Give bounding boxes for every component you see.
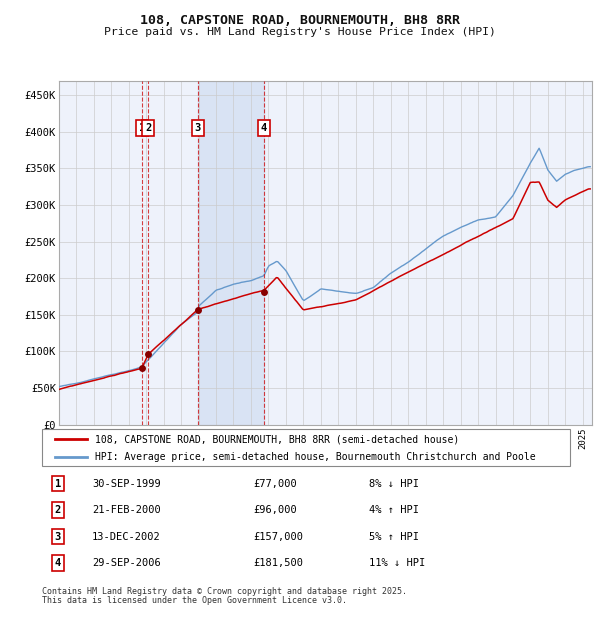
Text: £96,000: £96,000: [253, 505, 297, 515]
FancyBboxPatch shape: [42, 429, 570, 466]
Text: HPI: Average price, semi-detached house, Bournemouth Christchurch and Poole: HPI: Average price, semi-detached house,…: [95, 452, 535, 462]
Text: £181,500: £181,500: [253, 558, 303, 568]
Text: 108, CAPSTONE ROAD, BOURNEMOUTH, BH8 8RR: 108, CAPSTONE ROAD, BOURNEMOUTH, BH8 8RR: [140, 14, 460, 27]
Text: 3: 3: [55, 531, 61, 541]
Text: 29-SEP-2006: 29-SEP-2006: [92, 558, 161, 568]
Text: 1: 1: [55, 479, 61, 489]
Text: 30-SEP-1999: 30-SEP-1999: [92, 479, 161, 489]
Text: Contains HM Land Registry data © Crown copyright and database right 2025.: Contains HM Land Registry data © Crown c…: [42, 587, 407, 596]
Text: 13-DEC-2002: 13-DEC-2002: [92, 531, 161, 541]
Text: 3: 3: [194, 123, 201, 133]
Bar: [197, 81, 264, 425]
Text: 4: 4: [261, 123, 267, 133]
Text: 21-FEB-2000: 21-FEB-2000: [92, 505, 161, 515]
Text: 1: 1: [139, 123, 145, 133]
Text: £157,000: £157,000: [253, 531, 303, 541]
Text: 4% ↑ HPI: 4% ↑ HPI: [370, 505, 419, 515]
Text: £77,000: £77,000: [253, 479, 297, 489]
Text: 108, CAPSTONE ROAD, BOURNEMOUTH, BH8 8RR (semi-detached house): 108, CAPSTONE ROAD, BOURNEMOUTH, BH8 8RR…: [95, 435, 459, 445]
Text: 5% ↑ HPI: 5% ↑ HPI: [370, 531, 419, 541]
Text: This data is licensed under the Open Government Licence v3.0.: This data is licensed under the Open Gov…: [42, 596, 347, 606]
Text: 11% ↓ HPI: 11% ↓ HPI: [370, 558, 425, 568]
Text: 2: 2: [55, 505, 61, 515]
Text: Price paid vs. HM Land Registry's House Price Index (HPI): Price paid vs. HM Land Registry's House …: [104, 27, 496, 37]
Text: 8% ↓ HPI: 8% ↓ HPI: [370, 479, 419, 489]
Text: 2: 2: [145, 123, 152, 133]
Text: 4: 4: [55, 558, 61, 568]
